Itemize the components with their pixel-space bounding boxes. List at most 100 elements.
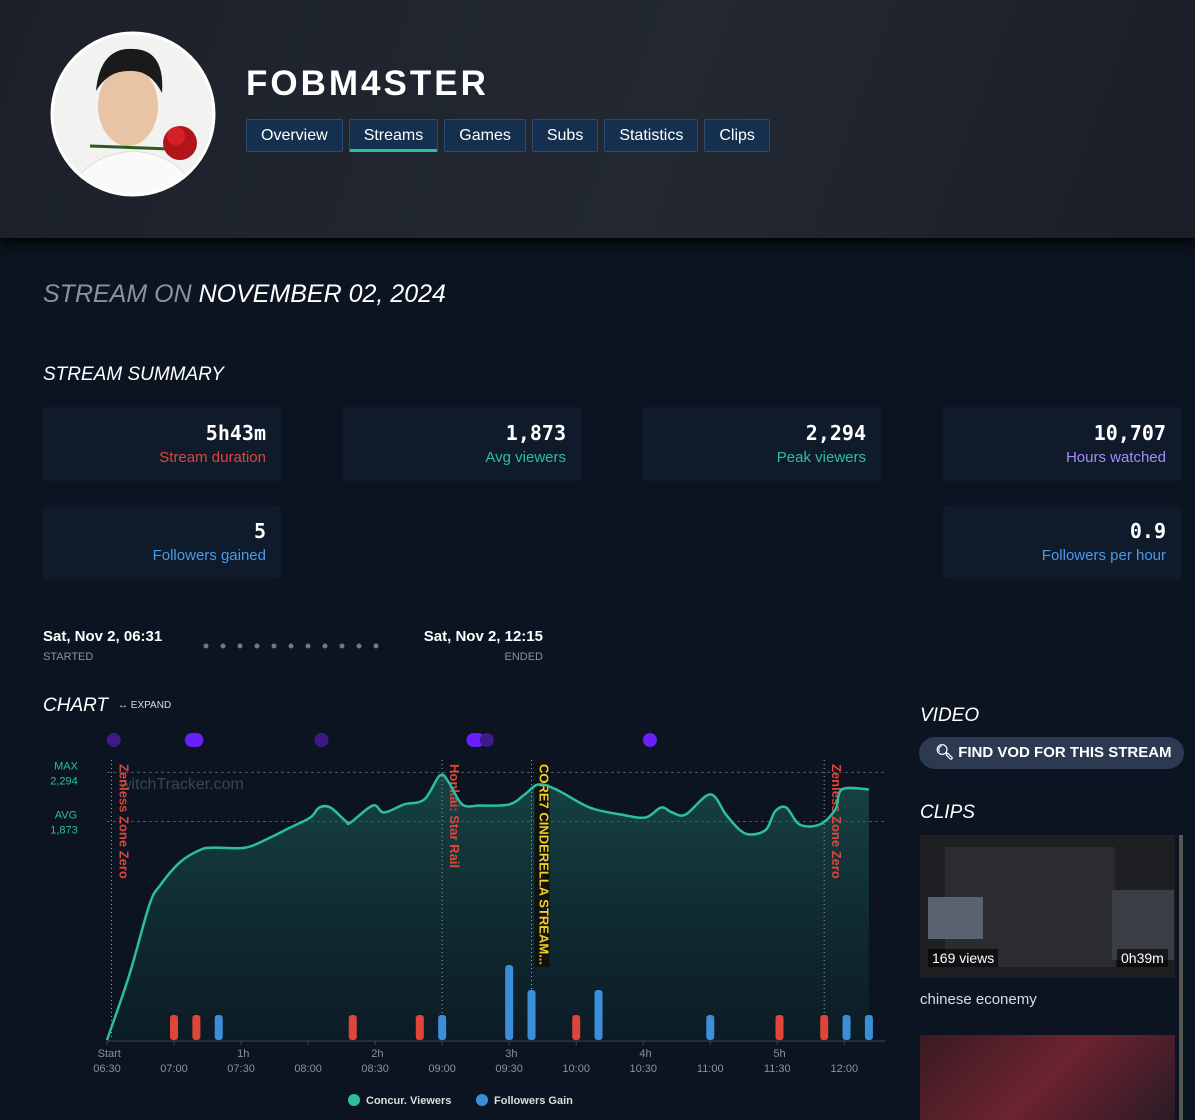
stat-label: Peak viewers [776, 449, 866, 466]
x-tick-label: 09:00 [428, 1063, 456, 1075]
reference-name: MAX [54, 760, 79, 772]
x-tick-label: 12:00 [831, 1063, 859, 1075]
nav-tab[interactable]: Overview [246, 119, 343, 152]
tab-bar: Overview Streams Games Subs Statistics Clips [246, 119, 770, 152]
elapsed-tick-label: 4h [639, 1048, 651, 1060]
legend-swatch [348, 1094, 360, 1106]
legend-label: Followers Gain [494, 1095, 573, 1107]
nav-tab[interactable]: Streams [348, 119, 439, 152]
follower-bar [820, 1015, 829, 1040]
nav-tab[interactable]: Subs [531, 119, 599, 152]
end-label: ENDED [504, 651, 543, 663]
follower-bar [192, 1015, 201, 1040]
stat-value: 0.9 [1129, 519, 1166, 543]
stat-value: 10,707 [1093, 421, 1166, 445]
event-dot [479, 733, 494, 747]
elapsed-tick-label: 1h [237, 1048, 249, 1060]
title-prefix: STREAM ON [43, 280, 192, 308]
follower-bar [438, 1015, 447, 1040]
reference-value: 1,873 [50, 824, 78, 836]
stat-card: 0.9 Followers per hour [943, 505, 1181, 579]
stat-value: 5 [253, 519, 266, 543]
nav-tab[interactable]: Statistics [604, 119, 699, 152]
follower-bar [505, 965, 514, 1040]
summary-heading: STREAM SUMMARY [43, 364, 224, 385]
expand-button[interactable]: ↔ EXPAND [118, 700, 172, 711]
find-vod-label: FIND VOD FOR THIS STREAM [958, 744, 1172, 761]
x-tick-label: 11:00 [697, 1063, 724, 1075]
follower-bar [706, 1015, 715, 1040]
follower-bar [775, 1015, 784, 1040]
event-dot [314, 733, 329, 747]
clip-thumbnail-2[interactable] [920, 1035, 1175, 1120]
annotation: Zenless Zone Zero [829, 764, 844, 879]
stat-label: Hours watched [1065, 449, 1166, 466]
x-tick-label: 10:00 [562, 1063, 590, 1075]
reference-name: AVG [55, 809, 77, 821]
stat-card: 10,707 Hours watched [943, 407, 1181, 481]
viewers-area [107, 774, 869, 1040]
legend-label: Concur. Viewers [366, 1095, 451, 1107]
elapsed-tick-label: 5h [773, 1048, 785, 1060]
follower-bar [415, 1015, 424, 1040]
follower-bar [527, 990, 536, 1040]
nav-tab[interactable]: Games [444, 119, 526, 152]
nav-tab[interactable]: Clips [704, 119, 770, 152]
x-tick-label: 09:30 [495, 1063, 523, 1075]
reference-value: 2,294 [50, 775, 78, 787]
follower-bar [214, 1015, 223, 1040]
annotation: CORE7 CINDERELLA STREAM... [534, 762, 552, 968]
clips-heading: CLIPS [920, 802, 975, 823]
follower-bar [348, 1015, 357, 1040]
follower-bar [842, 1015, 851, 1040]
annotation-label: Honkai: Star Rail [447, 764, 462, 868]
follower-bar [572, 1015, 581, 1040]
scrollbar [1179, 835, 1183, 1120]
timeline-end: Sat, Nov 2, 12:15 ENDED [330, 628, 543, 663]
title-date: NOVEMBER 02, 2024 [198, 280, 446, 308]
stat-label: Followers per hour [1041, 547, 1166, 564]
x-tick-label: 10:30 [629, 1063, 657, 1075]
stream-title: STREAM ON NOVEMBER 02, 2024 [43, 280, 446, 309]
start-label: STARTED [43, 651, 94, 663]
end-time: Sat, Nov 2, 12:15 [423, 628, 543, 645]
chart: witchTracker.com MAX 2,294 AVG 1,873 06:30 07:… [50, 733, 885, 1107]
x-tick-label: 07:00 [160, 1063, 188, 1075]
find-vod-button[interactable]: 🔍︎ FIND VOD FOR THIS STREAM [919, 737, 1184, 769]
stat-card: 1,873 Avg viewers [343, 407, 581, 481]
x-tick-label: 06:30 [93, 1063, 121, 1075]
thumb-chat [1112, 890, 1174, 960]
start-time: Sat, Nov 2, 06:31 [43, 628, 163, 645]
follower-bar [864, 1015, 873, 1040]
stat-label: Avg viewers [485, 449, 566, 466]
stat-card: 5 Followers gained [43, 505, 281, 579]
thumb-cam [928, 897, 983, 939]
clip-thumbnail[interactable]: 169 views 0h39m [920, 835, 1175, 978]
annotation-bg [534, 762, 550, 968]
event-dot [189, 733, 204, 747]
annotation: Honkai: Star Rail [447, 764, 462, 868]
x-tick-label: 08:30 [361, 1063, 389, 1075]
clip-title: chinese econemy [920, 991, 1037, 1008]
timeline-dots [203, 643, 379, 649]
annotation: Zenless Zone Zero [116, 764, 131, 879]
timeline-start: Sat, Nov 2, 06:31 STARTED [43, 628, 162, 663]
x-tick-label: 11:30 [764, 1063, 791, 1075]
event-dot [106, 733, 121, 747]
follower-bar [594, 990, 603, 1040]
expand-label: EXPAND [130, 700, 172, 711]
annotation-label: CORE7 CINDERELLA STREAM... [537, 764, 552, 965]
stat-card: 5h43m Stream duration [43, 407, 281, 481]
avatar [50, 31, 216, 197]
stat-label: Stream duration [159, 449, 266, 466]
watermark: witchTracker.com [119, 776, 244, 793]
elapsed-tick-label: Start [98, 1048, 121, 1060]
stat-value: 2,294 [805, 421, 866, 445]
event-dot [642, 733, 657, 747]
clip-views: 169 views [928, 949, 999, 967]
stat-value: 1,873 [505, 421, 566, 445]
stat-card: 2,294 Peak viewers [643, 407, 881, 481]
x-tick-label: 07:30 [227, 1063, 255, 1075]
annotation-label: Zenless Zone Zero [116, 764, 131, 879]
clip-duration: 0h39m [1117, 949, 1168, 967]
